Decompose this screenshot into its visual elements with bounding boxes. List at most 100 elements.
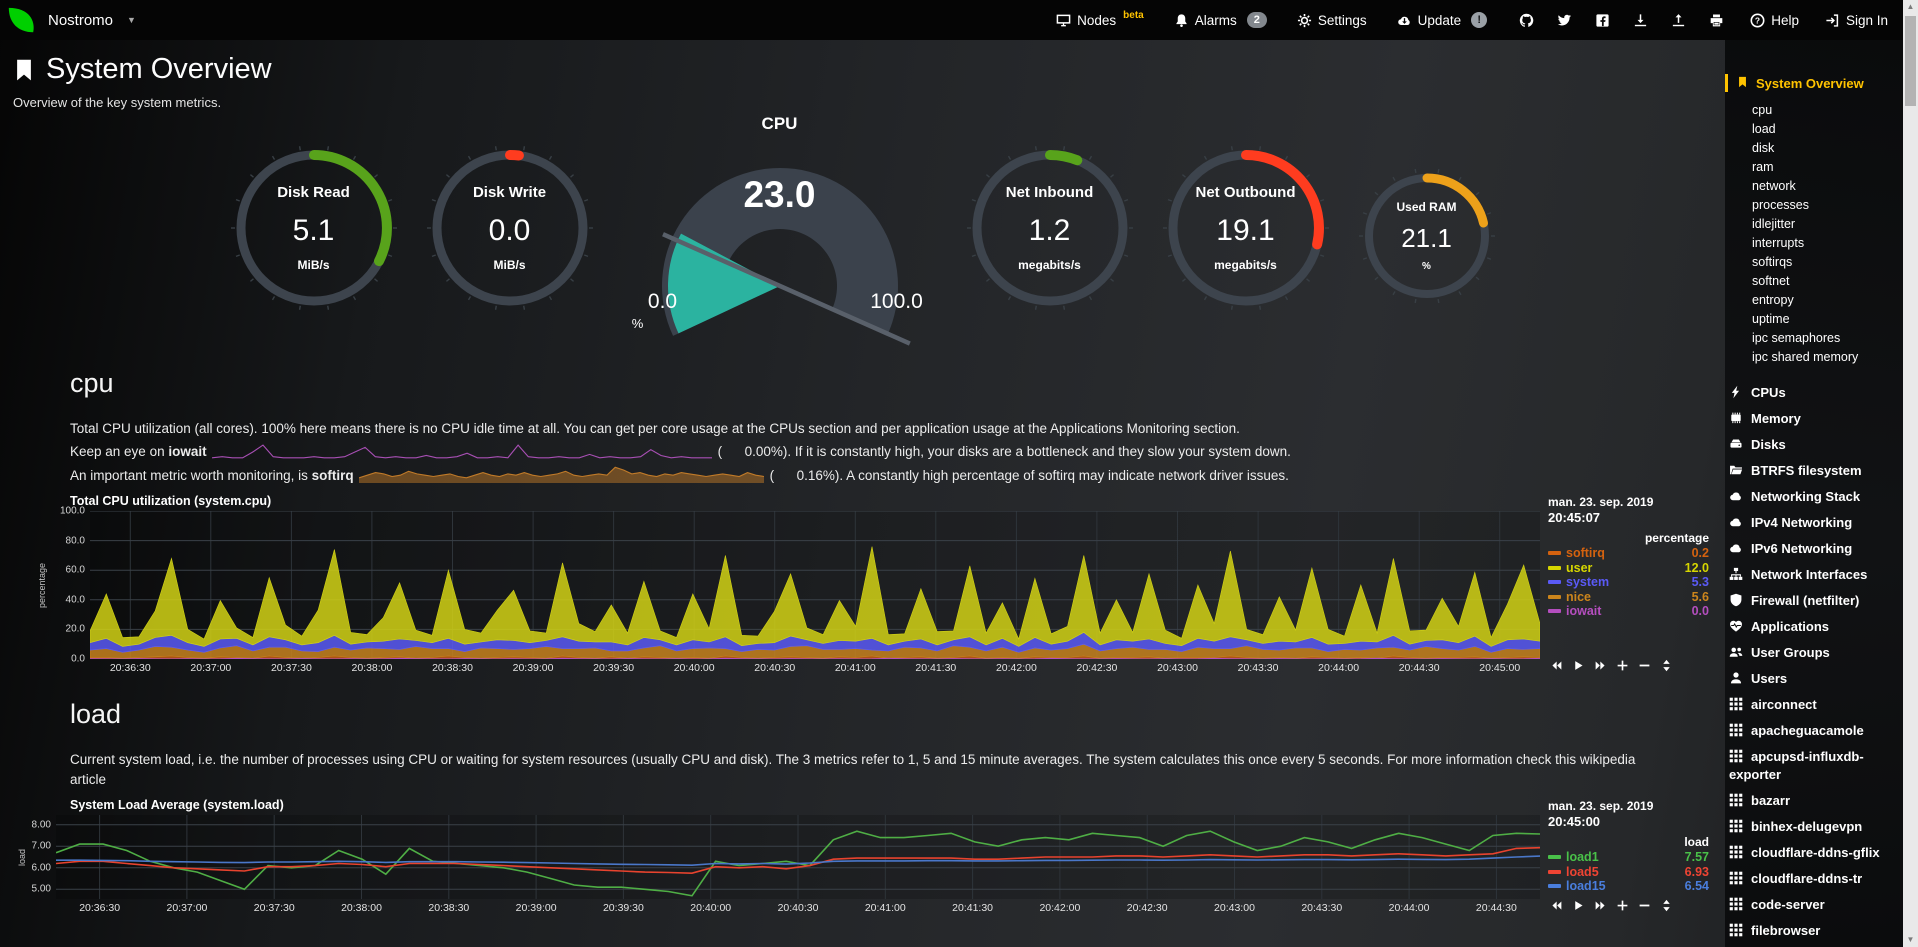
legend-row[interactable]: iowait 0.0	[1548, 604, 1711, 619]
zoom-in-icon[interactable]	[1616, 659, 1629, 672]
sidebar-subitem[interactable]: cpu	[1752, 103, 1773, 117]
iowait-sparkline-chart[interactable]	[211, 442, 712, 462]
topbar-menu-label: Alarms	[1194, 12, 1237, 28]
sidebar-subitem[interactable]: uptime	[1752, 312, 1790, 326]
x-tick-label: 20:38:00	[351, 662, 393, 674]
badge: !	[1471, 12, 1488, 28]
legend-row[interactable]: load15 6.54	[1548, 879, 1711, 894]
print-icon[interactable]	[1709, 13, 1724, 28]
net-outbound-gauge[interactable]: Net Outbound 19.1 megabits/s	[1161, 143, 1331, 313]
sidebar-subitem[interactable]: network	[1752, 179, 1796, 193]
download-icon[interactable]	[1633, 13, 1648, 28]
bookmark-icon	[17, 59, 31, 80]
scroll-down-arrow[interactable]: ▼	[1906, 935, 1915, 944]
x-tick-label: 20:37:00	[190, 662, 232, 674]
sidebar-section-item[interactable]: binhex-delugevpn	[1729, 818, 1899, 836]
legend-row[interactable]: system 5.3	[1548, 575, 1711, 590]
sidebar-subitem[interactable]: interrupts	[1752, 236, 1805, 250]
topbar-menu-item[interactable]: Settings	[1297, 13, 1367, 28]
x-tick-label: 20:43:30	[1237, 662, 1279, 674]
cloud-icon	[1729, 514, 1751, 532]
load-plot-area[interactable]	[55, 815, 1541, 899]
scroll-thumb[interactable]	[1905, 16, 1916, 106]
sidebar-section-item[interactable]: Networking Stack	[1729, 488, 1899, 506]
sidebar-section-item[interactable]: Memory	[1729, 410, 1899, 428]
x-tick-label: 20:43:00	[1157, 662, 1198, 674]
heartbeat-icon	[1729, 618, 1751, 636]
topbar-menu-item[interactable]: Nodes beta	[1056, 10, 1144, 28]
shield-icon	[1729, 592, 1751, 610]
sidebar-subitem[interactable]: processes	[1752, 198, 1809, 212]
legend-row[interactable]: softirq 0.2	[1548, 546, 1711, 561]
zoom-out-icon[interactable]	[1638, 899, 1651, 912]
pan-forward-icon[interactable]	[1594, 899, 1607, 912]
sidebar-section-item[interactable]: Network Interfaces	[1729, 566, 1899, 584]
sidebar-section-item[interactable]: IPv4 Networking	[1729, 514, 1899, 532]
sidebar-subitem[interactable]: entropy	[1752, 293, 1794, 307]
sidebar-section-item[interactable]: Disks	[1729, 436, 1899, 454]
signin-button[interactable]: Sign In	[1825, 13, 1888, 28]
sidebar-section-item[interactable]: Firewall (netfilter)	[1729, 592, 1899, 610]
legend-row[interactable]: nice 5.6	[1548, 590, 1711, 605]
sidebar-section-item[interactable]: cloudflare-ddns-tr	[1729, 870, 1899, 888]
facebook-icon[interactable]	[1595, 13, 1610, 28]
play-icon[interactable]	[1572, 899, 1585, 912]
disk-write-gauge[interactable]: Disk Write 0.0 MiB/s	[425, 143, 595, 313]
node-selector[interactable]: Nostromo ▼	[6, 5, 136, 35]
sidebar-section-item[interactable]: filebrowser	[1729, 922, 1899, 940]
y-tick-label: 100.0	[59, 505, 85, 517]
sidebar-subitem[interactable]: idlejitter	[1752, 217, 1796, 231]
scroll-up-arrow[interactable]: ▲	[1906, 2, 1915, 11]
sidebar-section-item[interactable]: airconnect	[1729, 696, 1899, 714]
resize-icon[interactable]	[1660, 899, 1673, 912]
zoom-in-icon[interactable]	[1616, 899, 1629, 912]
legend-row[interactable]: user 12.0	[1548, 561, 1711, 576]
sidebar-item-system-overview[interactable]: System Overview	[1725, 74, 1899, 92]
y-axis-ticks: 5.00 6.00 7.00 8.00	[28, 815, 56, 899]
sidebar-subitem[interactable]: ipc shared memory	[1752, 350, 1859, 364]
sidebar-section-item[interactable]: apcupsd-influxdb-exporter	[1729, 749, 1864, 782]
sidebar-section-item[interactable]: bazarr	[1729, 792, 1899, 810]
y-tick-label: 6.00	[31, 862, 51, 874]
pan-backward-icon[interactable]	[1550, 899, 1563, 912]
sidebar-subitem[interactable]: disk	[1752, 141, 1775, 155]
x-tick-label: 20:43:30	[1301, 902, 1343, 914]
used-ram-gauge[interactable]: Used RAM 21.1%	[1357, 166, 1497, 306]
cpu-plot-area[interactable]	[89, 510, 1541, 660]
legend-row[interactable]: load1 7.57	[1548, 850, 1711, 865]
disk-read-gauge[interactable]: Disk Read 5.1 MiB/s	[229, 143, 399, 313]
github-icon[interactable]	[1519, 13, 1534, 28]
scrollbar[interactable]: ▲ ▼	[1903, 0, 1918, 947]
sidebar-section-item[interactable]: code-server	[1729, 896, 1899, 914]
legend-row[interactable]: load5 6.93	[1548, 865, 1711, 880]
sidebar-subitem[interactable]: softirqs	[1752, 255, 1793, 269]
sidebar-section-item[interactable]: IPv6 Networking	[1729, 540, 1899, 558]
net-inbound-gauge[interactable]: Net Inbound 1.2 megabits/s	[965, 143, 1135, 313]
x-tick-label: 20:40:00	[673, 662, 715, 674]
sidebar-section-item[interactable]: apacheguacamole	[1729, 722, 1899, 740]
topbar-menu-item[interactable]: Update !	[1397, 12, 1488, 28]
sidebar-subitem[interactable]: softnet	[1752, 274, 1790, 288]
topbar-menu-item[interactable]: Alarms 2	[1174, 12, 1267, 28]
sidebar-section-item[interactable]: BTRFS filesystem	[1729, 462, 1899, 480]
sidebar-subitem[interactable]: load	[1752, 122, 1776, 136]
play-icon[interactable]	[1572, 659, 1585, 672]
twitter-icon[interactable]	[1557, 13, 1572, 28]
pan-forward-icon[interactable]	[1594, 659, 1607, 672]
zoom-out-icon[interactable]	[1638, 659, 1651, 672]
help-button[interactable]: ? Help	[1750, 13, 1799, 28]
sidebar-subitem[interactable]: ipc semaphores	[1752, 331, 1841, 345]
cpu-description: Total CPU utilization (all cores). 100% …	[70, 419, 1670, 486]
bookmark-icon	[1737, 75, 1748, 92]
softirq-sparkline-chart[interactable]	[358, 465, 764, 486]
sidebar-section-item[interactable]: cloudflare-ddns-gflix	[1729, 844, 1899, 862]
sidebar-section-item[interactable]: User Groups	[1729, 644, 1899, 662]
sidebar-section-item[interactable]: Users	[1729, 670, 1899, 688]
cpu-gauge[interactable]: CPU 23.0 0.0 100.0%	[632, 114, 923, 346]
resize-icon[interactable]	[1660, 659, 1673, 672]
upload-icon[interactable]	[1671, 13, 1686, 28]
pan-backward-icon[interactable]	[1550, 659, 1563, 672]
sidebar-section-item[interactable]: Applications	[1729, 618, 1899, 636]
sidebar-section-item[interactable]: CPUs	[1729, 384, 1899, 402]
sidebar-subitem[interactable]: ram	[1752, 160, 1774, 174]
